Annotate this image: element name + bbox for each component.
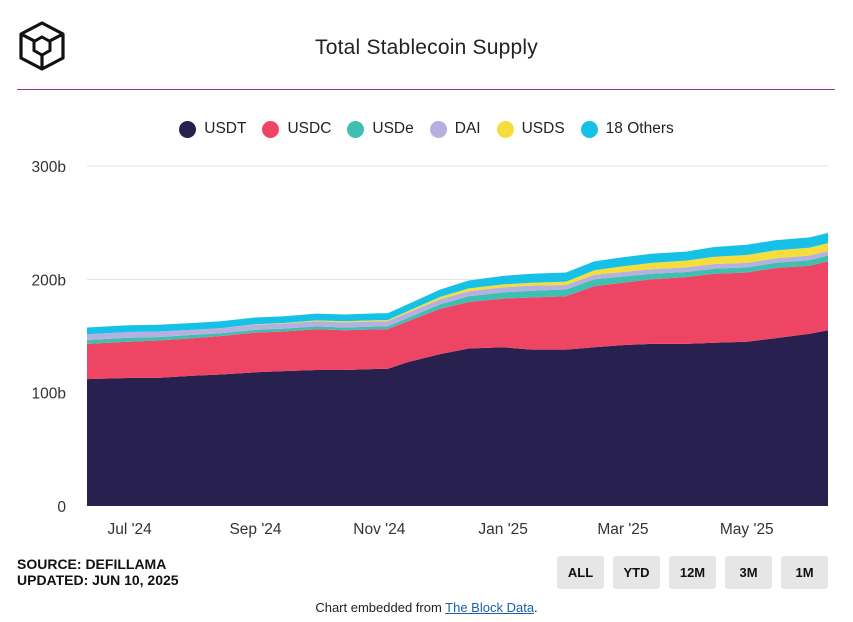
- series-area-usds: [87, 243, 828, 335]
- range-12m-button[interactable]: 12M: [669, 556, 716, 589]
- legend-swatch: [262, 120, 280, 138]
- legend-label: 18 Others: [605, 120, 674, 137]
- legend-item-usdt[interactable]: USDT: [179, 120, 246, 138]
- x-tick-label: Mar '25: [597, 521, 648, 538]
- chart-title: Total Stablecoin Supply: [315, 36, 538, 59]
- legend-swatch: [347, 120, 365, 138]
- updated-label: UPDATED: JUN 10, 2025: [17, 572, 179, 588]
- range-3m-button[interactable]: 3M: [725, 556, 772, 589]
- embed-prefix: Chart embedded from: [315, 600, 446, 615]
- title-divider: [17, 89, 835, 90]
- y-tick-label: 200b: [32, 272, 66, 289]
- chart-legend: USDT USDC USDe DAI USDS 18 Others: [0, 120, 853, 138]
- range-1m-button[interactable]: 1M: [781, 556, 828, 589]
- legend-label: USDe: [372, 120, 414, 137]
- stacked-area-chart: 0 100b 200b 300b Jul '24 Sep '24 Nov '24 Jan '2…: [32, 159, 828, 538]
- the-block-data-link[interactable]: The Block Data: [445, 600, 535, 615]
- legend-item-usdc[interactable]: USDC: [262, 120, 331, 138]
- legend-label: USDC: [287, 120, 332, 137]
- x-tick-label: Jan '25: [478, 521, 528, 538]
- y-tick-label: 100b: [32, 386, 66, 403]
- legend-item-dai[interactable]: DAI: [429, 120, 481, 138]
- source-label: SOURCE: DEFILLAMA: [17, 556, 167, 572]
- legend-item-18-others[interactable]: 18 Others: [580, 120, 674, 138]
- series-area-18-others: [87, 232, 828, 335]
- series-area-usdc: [87, 261, 828, 380]
- legend-item-usde[interactable]: USDe: [347, 120, 414, 138]
- source-info: SOURCE: DEFILLAMA UPDATED: JUN 10, 2025: [17, 556, 179, 588]
- legend-label: DAI: [454, 120, 481, 137]
- x-tick-label: Sep '24: [229, 521, 281, 538]
- range-button-group: ALL YTD 12M 3M 1M: [557, 556, 828, 589]
- y-tick-label: 0: [57, 499, 66, 516]
- legend-label: USDT: [204, 120, 247, 137]
- legend-swatch: [429, 120, 447, 138]
- legend-item-usds[interactable]: USDS: [496, 120, 565, 138]
- legend-swatch: [179, 120, 197, 138]
- series-area-usde: [87, 255, 828, 344]
- legend-label: USDS: [521, 120, 565, 137]
- y-tick-label: 300b: [32, 159, 66, 176]
- the-block-logo-icon: [19, 21, 65, 71]
- x-tick-label: Jul '24: [107, 521, 152, 538]
- legend-swatch: [496, 120, 514, 138]
- legend-swatch: [580, 120, 598, 138]
- range-all-button[interactable]: ALL: [557, 556, 604, 589]
- range-ytd-button[interactable]: YTD: [613, 556, 660, 589]
- x-tick-label: May '25: [720, 521, 774, 538]
- embed-credit: Chart embedded from The Block Data.: [0, 600, 853, 615]
- series-area-usdt: [87, 330, 828, 506]
- embed-suffix: .: [534, 600, 538, 615]
- series-area-dai: [87, 251, 828, 340]
- x-tick-label: Nov '24: [353, 521, 405, 538]
